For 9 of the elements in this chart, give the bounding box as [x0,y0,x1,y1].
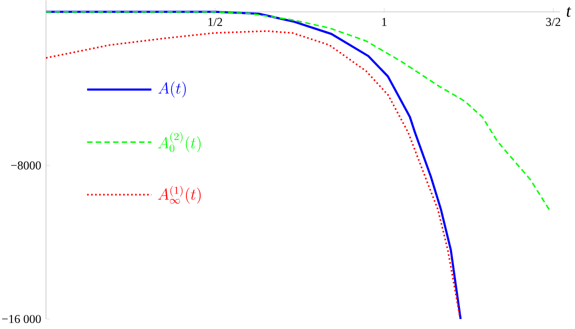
y-tick-label: −16 000 [2,314,41,324]
x-axis-title: t [566,6,572,17]
x-tick-label: 1/2 [208,18,222,26]
legend-label: $A_\infty^{(1)}(t)$ [158,186,201,204]
x-tick-label: 1 [382,18,386,26]
y-tick-label: −8000 [11,161,41,170]
legend-label: $A(t)$ [158,82,186,98]
x-tick-label: 3/2 [546,18,560,26]
legend-label: $A_0^{(2)}(t)$ [158,132,201,152]
